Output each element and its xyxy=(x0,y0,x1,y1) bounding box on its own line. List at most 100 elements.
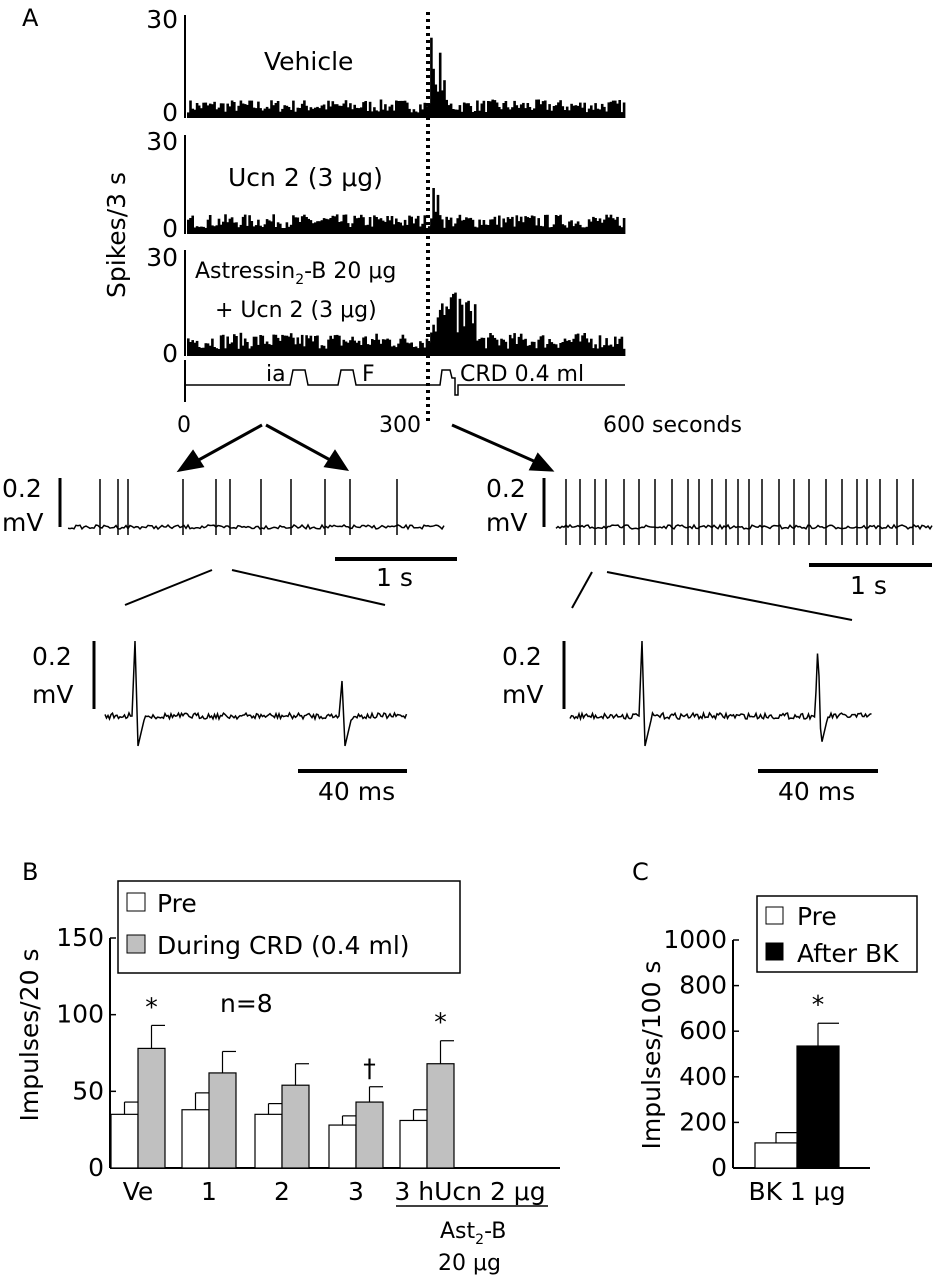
histogram-bar xyxy=(316,221,319,234)
histogram-bar xyxy=(377,219,381,234)
histogram-bar xyxy=(371,226,374,234)
histogram-bar xyxy=(368,101,372,118)
histogram-bar xyxy=(325,348,328,356)
histogram-bar xyxy=(399,338,402,356)
histogram-bar xyxy=(469,217,473,234)
histogram-bar xyxy=(504,341,508,356)
histogram-bar xyxy=(585,338,589,356)
histogram-bar xyxy=(270,100,273,118)
spikes-axis-label: Spikes/3 s xyxy=(102,172,131,298)
histogram-bar xyxy=(390,346,394,356)
histogram-bar xyxy=(533,216,536,234)
histogram-bar xyxy=(436,317,440,356)
histogram-bar xyxy=(296,107,300,118)
histogram-bar xyxy=(432,68,435,118)
histogram-bar xyxy=(596,108,600,118)
histogram-bar xyxy=(346,342,350,356)
histogram-bar xyxy=(592,109,595,118)
histogram-bar xyxy=(432,188,435,234)
hist-ucn2-bars xyxy=(187,188,626,234)
histogram-bar xyxy=(403,219,407,234)
category-label: BK 1 μg xyxy=(748,1177,845,1206)
hist-vehicle-ytop: 30 xyxy=(146,5,178,34)
histogram-bar xyxy=(436,194,440,234)
histogram-bar xyxy=(335,334,339,356)
histogram-bar xyxy=(272,105,275,118)
histogram-bar xyxy=(399,100,402,118)
histogram-bar xyxy=(563,338,567,356)
histogram-bar xyxy=(335,104,339,118)
histogram-bar xyxy=(298,108,302,118)
histogram-bar xyxy=(318,108,321,118)
histogram-bar xyxy=(204,227,208,234)
histogram-bar xyxy=(561,224,565,234)
chart-b-ylabel: Impulses/20 s xyxy=(15,948,44,1121)
histogram-bar xyxy=(219,224,223,234)
bar xyxy=(281,1084,310,1169)
histogram-bar xyxy=(410,112,413,118)
histogram-bar xyxy=(522,339,525,356)
histogram-bar xyxy=(362,337,365,356)
histogram-bar xyxy=(414,346,418,356)
hist-astressin-y0: 0 xyxy=(162,339,178,368)
histogram-bar xyxy=(329,218,332,234)
histogram-bar xyxy=(454,109,457,118)
histogram-bar xyxy=(452,293,455,356)
histogram-bar xyxy=(263,108,267,118)
histogram-bar xyxy=(445,216,448,234)
histogram-bar xyxy=(226,336,229,356)
histogram-bar xyxy=(449,297,453,356)
histogram-bar xyxy=(500,227,503,234)
histogram-bar xyxy=(379,99,383,118)
histogram-bar xyxy=(618,225,621,234)
hist-ucn2-label: Ucn 2 (3 μg) xyxy=(228,163,383,192)
histogram-bar xyxy=(390,104,394,118)
chart-b-legend: Pre During CRD (0.4 ml) xyxy=(117,880,461,974)
histogram-bar xyxy=(283,228,286,234)
histogram-bar xyxy=(618,100,621,118)
histogram-bar xyxy=(331,215,335,234)
histogram-bar xyxy=(300,103,304,118)
histogram-bar xyxy=(384,339,387,356)
histogram-bar xyxy=(430,332,433,356)
histogram-bar xyxy=(401,225,405,234)
histogram-bar xyxy=(598,218,602,234)
histogram-bar xyxy=(581,227,584,234)
histogram-bar xyxy=(491,219,494,234)
histogram-bar xyxy=(202,226,205,234)
histogram-bar xyxy=(592,216,595,234)
histogram-bar xyxy=(305,105,308,118)
panel-a-label: A xyxy=(22,4,39,32)
histogram-bar xyxy=(307,338,310,356)
histogram-bar xyxy=(270,221,273,234)
histogram-bar xyxy=(421,223,424,234)
histogram-bar xyxy=(594,218,597,234)
recording-baseline xyxy=(67,523,445,531)
histogram-bar xyxy=(522,222,525,234)
histogram-bar xyxy=(281,108,284,118)
histogram-bar xyxy=(434,211,438,234)
histogram-bar xyxy=(241,216,245,234)
histogram-bar xyxy=(235,336,238,356)
histogram-bar xyxy=(546,109,549,118)
event-f-label: F xyxy=(362,362,375,387)
histogram-bar xyxy=(222,221,225,234)
histogram-bar xyxy=(519,104,523,118)
histogram-bar xyxy=(276,101,280,118)
histogram-bar xyxy=(375,217,378,234)
rec-right-vscale-unit: mV xyxy=(486,508,527,537)
histogram-bar xyxy=(460,220,464,234)
histogram-bar xyxy=(484,224,488,234)
histogram-bar xyxy=(489,219,492,234)
histogram-bar xyxy=(314,107,317,118)
histogram-bar xyxy=(217,107,221,118)
histogram-bar xyxy=(368,344,372,356)
histogram-bar xyxy=(366,224,370,234)
histogram-bar xyxy=(465,103,468,118)
histogram-bar xyxy=(388,339,392,356)
histogram-bar xyxy=(524,108,527,118)
histogram-bar xyxy=(572,226,575,234)
histogram-bar xyxy=(272,214,275,234)
histogram-bar xyxy=(233,102,236,118)
histogram-bar xyxy=(287,107,291,118)
